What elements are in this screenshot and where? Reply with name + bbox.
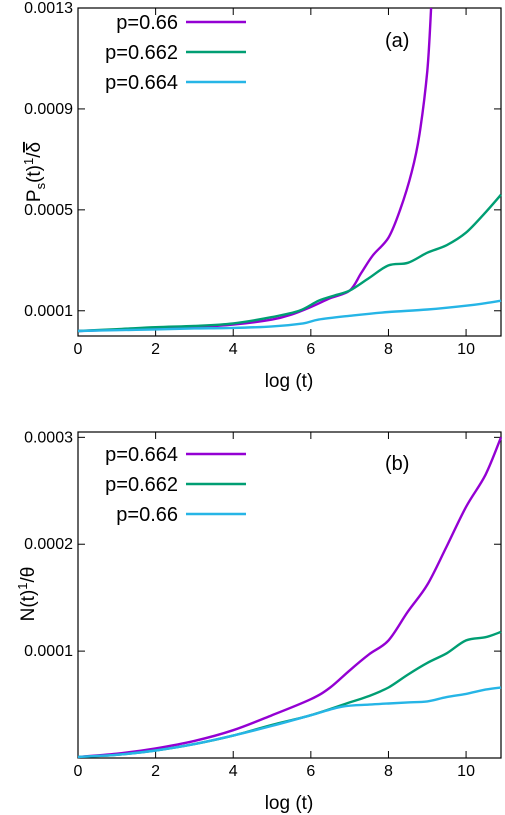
y-label-a-sup: 1 [21, 158, 36, 165]
series-line-b-1 [77, 436, 503, 759]
y-label-b-base: N(t) [18, 590, 39, 622]
y-label-a-sub: s [33, 182, 48, 189]
x-tick-label-b: 10 [457, 763, 475, 780]
x-tick-label-a: 2 [151, 341, 160, 358]
x-axis-label-b: log (t) [265, 793, 314, 814]
x-tick-label-b: 4 [229, 763, 238, 780]
curves-b [77, 436, 503, 759]
panel-label-a: (a) [385, 30, 409, 52]
y-tick-label-b: 0.0003 [24, 429, 73, 446]
legend-label-a-2: p=0.662 [105, 42, 178, 64]
x-tick-label-a: 0 [74, 341, 83, 358]
legend-label-b-1: p=0.664 [105, 444, 178, 466]
y-label-a-slash: / [24, 152, 45, 158]
series-line-b-3 [77, 686, 502, 759]
y-tick-label-a: 0.0001 [24, 303, 73, 320]
x-tick-label-b: 2 [151, 763, 160, 780]
legend-label-b-2: p=0.662 [105, 474, 178, 496]
legend-a: p=0.66 p=0.662 p=0.664 [105, 12, 246, 94]
legend-label-a-1: p=0.66 [116, 12, 178, 34]
y-tick-label-a: 0.0013 [24, 0, 73, 17]
panel-label-b: (b) [385, 453, 409, 475]
y-tick-label-b: 0.0002 [24, 536, 73, 553]
legend-b: p=0.664 p=0.662 p=0.66 [105, 444, 246, 526]
y-axis-label-b: N(t)1/θ [15, 567, 39, 622]
plot-frame-a [77, 7, 502, 337]
y-label-a-mid: (t) [24, 165, 45, 183]
series-line-b-2 [77, 630, 502, 759]
x-tick-label-a: 4 [229, 341, 238, 358]
x-axis-label-a: log (t) [265, 371, 314, 392]
y-label-a-bar: δ [24, 142, 45, 153]
x-tick-label-a: 8 [384, 341, 393, 358]
series-line-a-3 [77, 299, 502, 333]
y-tick-label-b: 0.0001 [24, 643, 73, 660]
y-tick-label-a: 0.0005 [24, 202, 73, 219]
y-tick-label-a: 0.0009 [24, 101, 73, 118]
y-label-b-sym: θ [18, 567, 39, 578]
legend-label-a-3: p=0.664 [105, 72, 178, 94]
x-tick-label-b: 6 [306, 763, 315, 780]
y-axis-label-a: Ps(t)1/δ [21, 142, 48, 202]
ticks-a: 0 2 4 6 8 10 0.0001 0.0005 0.0009 0.0013 [24, 0, 501, 358]
y-label-a-base: P [24, 189, 45, 202]
plot-frame-b [77, 431, 502, 759]
series-line-a-2 [77, 193, 502, 333]
y-label-b-slash: / [18, 576, 39, 582]
curves-a [77, 7, 502, 333]
ticks-b: 0 2 4 6 8 10 0.0001 0.0002 0.0003 [24, 429, 501, 780]
legend-label-b-3: p=0.66 [116, 504, 178, 526]
panel-b: 0 2 4 6 8 10 0.0001 0.0002 0.0003 p=0.664 p=0.662… [15, 429, 503, 814]
x-tick-label-a: 10 [457, 341, 475, 358]
x-tick-label-b: 0 [74, 763, 83, 780]
x-tick-label-a: 6 [306, 341, 315, 358]
x-tick-label-b: 8 [384, 763, 393, 780]
y-label-b-sup: 1 [15, 582, 30, 589]
